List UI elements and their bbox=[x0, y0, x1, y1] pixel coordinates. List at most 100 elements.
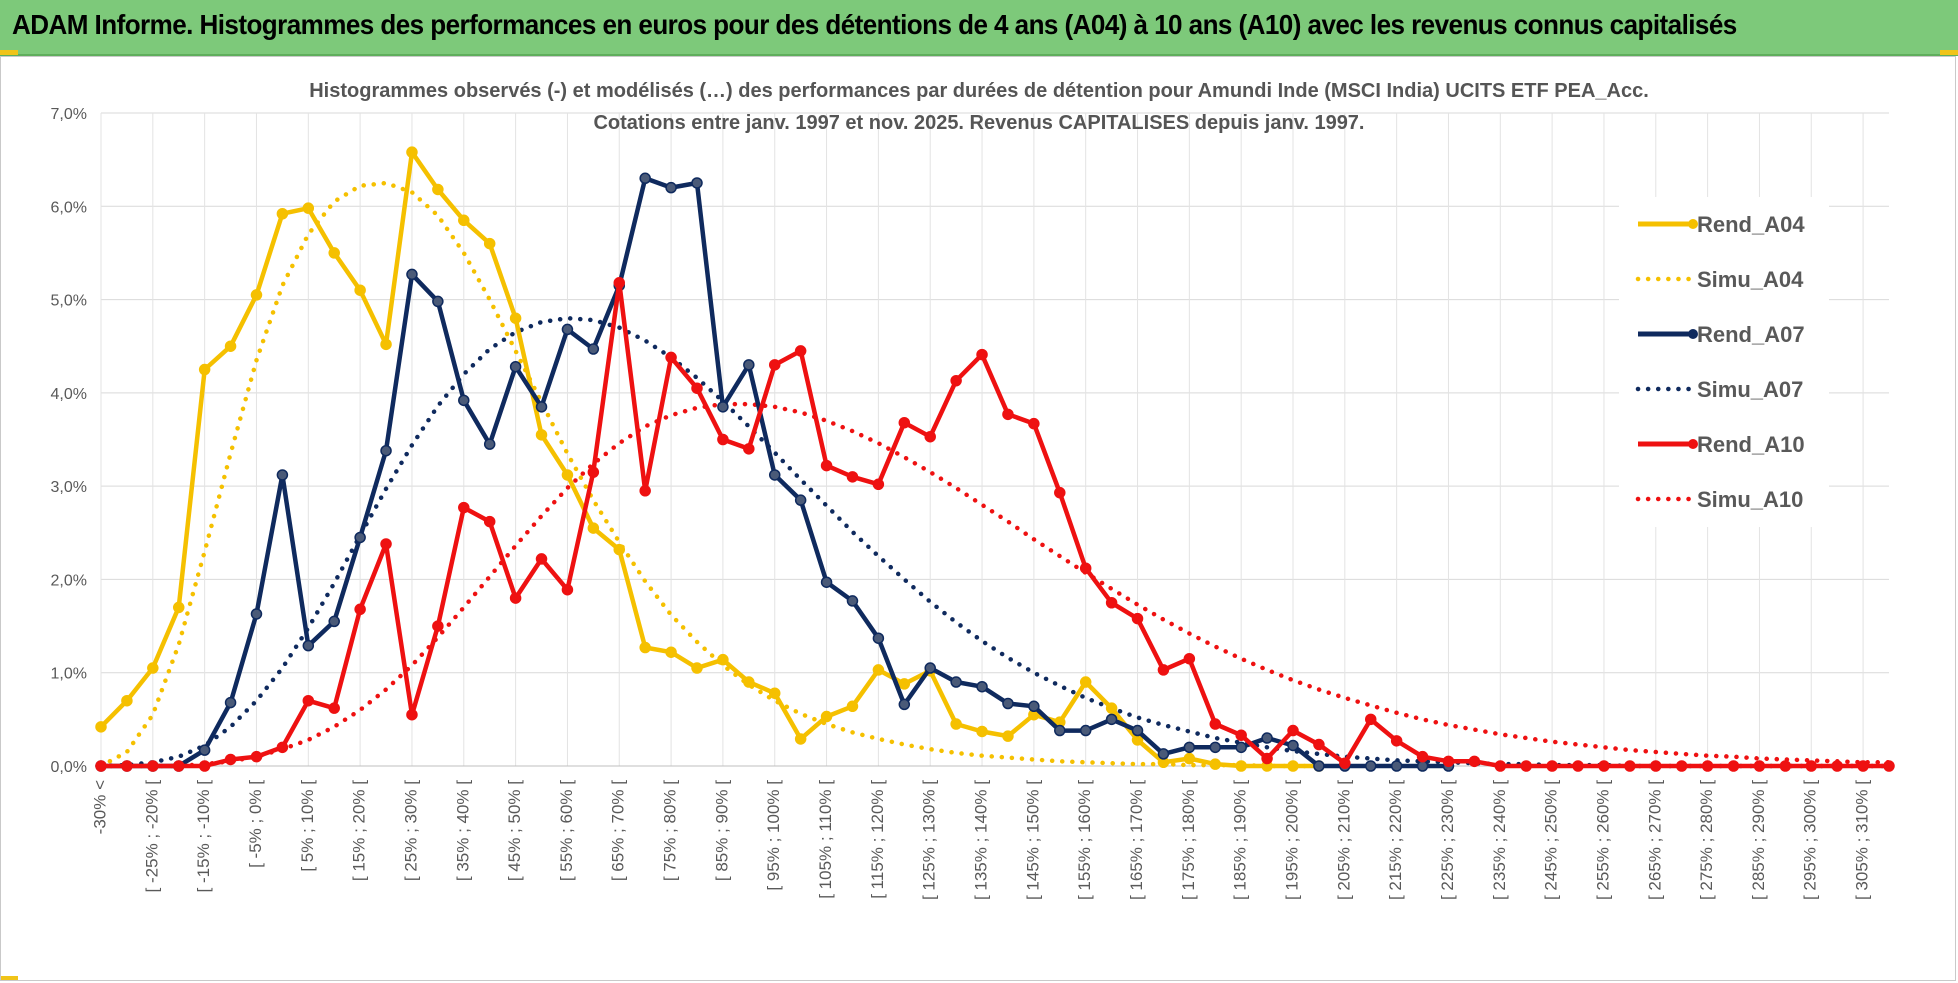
data-point bbox=[328, 247, 340, 259]
data-point bbox=[509, 360, 522, 373]
data-point bbox=[509, 312, 522, 324]
data-point bbox=[924, 662, 936, 674]
data-point bbox=[898, 416, 911, 429]
x-tick-label: [ 215% ; 220% [ bbox=[1386, 780, 1405, 900]
data-point bbox=[794, 345, 807, 357]
data-point bbox=[1261, 752, 1273, 765]
data-point bbox=[1235, 760, 1247, 772]
data-point bbox=[1701, 760, 1714, 772]
data-point bbox=[820, 710, 833, 723]
report-title: ADAM Informe. Histogrammes des performan… bbox=[12, 9, 1737, 40]
data-point bbox=[1494, 760, 1507, 772]
data-point bbox=[1727, 760, 1740, 772]
data-point bbox=[691, 382, 703, 394]
x-tick-label: [ 165% ; 170% [ bbox=[1127, 780, 1146, 900]
series-rend-a10 bbox=[95, 277, 1895, 772]
data-point bbox=[458, 501, 470, 514]
data-point bbox=[1002, 408, 1014, 421]
x-tick-label: [ 305% ; 310% [ bbox=[1853, 780, 1872, 900]
x-tick-label: [ 85% ; 90% [ bbox=[712, 780, 731, 881]
x-tick-label: [ 255% ; 260% [ bbox=[1593, 780, 1612, 900]
data-point bbox=[1105, 713, 1118, 726]
data-point bbox=[172, 760, 185, 772]
data-point bbox=[1883, 760, 1895, 772]
data-point bbox=[561, 323, 574, 336]
data-point bbox=[846, 595, 859, 607]
legend-label: Rend_A04 bbox=[1697, 212, 1805, 237]
data-point bbox=[535, 553, 548, 565]
y-tick-label: 7,0% bbox=[51, 106, 87, 123]
data-point bbox=[1287, 739, 1299, 752]
data-point bbox=[587, 522, 600, 534]
series-line bbox=[99, 149, 1319, 769]
series-line bbox=[101, 280, 1889, 769]
data-point bbox=[1183, 752, 1196, 765]
data-point bbox=[302, 694, 315, 707]
data-point bbox=[1287, 724, 1299, 737]
x-tick-label: [ 225% ; 230% [ bbox=[1438, 780, 1457, 900]
data-point bbox=[328, 702, 340, 714]
data-point bbox=[1753, 760, 1766, 772]
data-point bbox=[406, 146, 418, 158]
data-point bbox=[1183, 652, 1196, 665]
corner-mark bbox=[0, 976, 18, 981]
data-point bbox=[1598, 760, 1610, 772]
data-point bbox=[1079, 724, 1092, 737]
y-axis: 0,0% 1,0% 2,0% 3,0% 4,0% 5,0% 6,0% 7,0% bbox=[51, 106, 87, 776]
data-point bbox=[898, 698, 911, 711]
data-point bbox=[872, 664, 885, 676]
data-point bbox=[354, 284, 366, 296]
y-tick-label: 6,0% bbox=[51, 199, 87, 216]
data-point bbox=[794, 733, 807, 745]
legend-marker bbox=[1688, 439, 1698, 449]
corner-mark bbox=[0, 50, 18, 55]
data-point bbox=[1624, 760, 1636, 772]
x-tick-label: [ 15% ; 20% [ bbox=[350, 780, 369, 881]
data-point bbox=[172, 601, 185, 614]
data-point bbox=[1313, 760, 1325, 772]
data-point bbox=[406, 708, 418, 721]
data-point bbox=[406, 268, 418, 281]
legend-label: Rend_A10 bbox=[1697, 432, 1805, 457]
data-point bbox=[1339, 757, 1351, 769]
x-tick-label: [ 75% ; 80% [ bbox=[661, 780, 680, 881]
chart: Histogrammes observés (-) et modélisés (… bbox=[51, 80, 1895, 900]
data-point bbox=[250, 750, 263, 763]
data-point bbox=[950, 676, 962, 688]
data-point bbox=[1468, 755, 1481, 768]
data-point bbox=[794, 494, 807, 506]
y-tick-label: 4,0% bbox=[51, 386, 87, 403]
data-point bbox=[1209, 718, 1222, 730]
data-point bbox=[1364, 713, 1377, 726]
data-point bbox=[950, 374, 962, 387]
data-point bbox=[198, 760, 211, 772]
report-banner: ADAM Informe. Histogrammes des performan… bbox=[0, 0, 1958, 56]
data-point bbox=[276, 207, 289, 220]
data-point bbox=[302, 202, 315, 214]
y-tick-label: 3,0% bbox=[51, 479, 87, 496]
data-point bbox=[717, 401, 729, 413]
legend-label: Simu_A07 bbox=[1697, 377, 1803, 402]
chart-series bbox=[95, 146, 1895, 772]
data-point bbox=[354, 603, 366, 616]
data-point bbox=[1028, 700, 1040, 713]
data-point bbox=[1675, 760, 1688, 772]
data-point bbox=[1546, 760, 1558, 772]
data-point bbox=[95, 760, 107, 772]
x-tick-label: [ 185% ; 190% [ bbox=[1231, 780, 1250, 900]
data-point bbox=[95, 721, 107, 733]
data-point bbox=[1079, 562, 1092, 574]
x-tick-label: [ -5% ; 0% [ bbox=[246, 780, 265, 868]
data-point bbox=[198, 744, 211, 756]
x-tick-label: [ 155% ; 160% [ bbox=[1075, 780, 1094, 900]
chart-title: Histogrammes observés (-) et modélisés (… bbox=[309, 80, 1649, 102]
x-tick-label: [ 65% ; 70% [ bbox=[609, 780, 628, 881]
data-point bbox=[561, 469, 574, 481]
data-point bbox=[458, 394, 470, 407]
data-point bbox=[846, 700, 859, 713]
x-tick-label: [ 275% ; 280% [ bbox=[1697, 780, 1716, 900]
data-point bbox=[1235, 729, 1247, 741]
data-point bbox=[743, 676, 755, 688]
data-point bbox=[1105, 597, 1118, 609]
data-point bbox=[432, 183, 444, 196]
